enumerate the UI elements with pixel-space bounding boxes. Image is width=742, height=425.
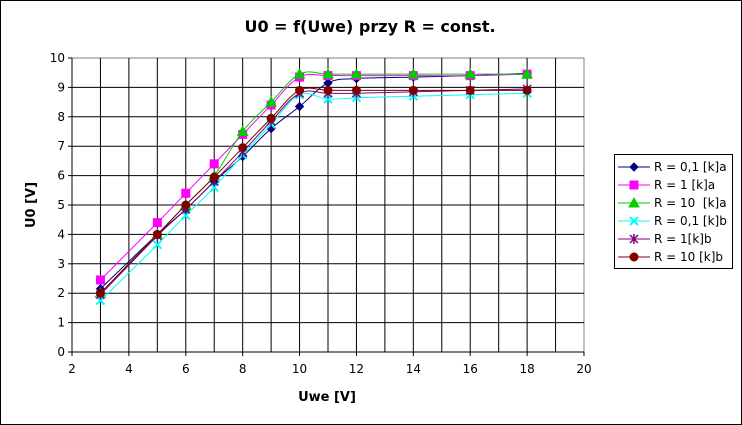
- data-point: [294, 101, 305, 112]
- y-tick-label: 6: [57, 169, 65, 183]
- y-tick-label: 1: [57, 316, 65, 330]
- data-point: [266, 113, 276, 123]
- legend-marker: [629, 252, 639, 262]
- data-point: [152, 239, 163, 250]
- legend-item: R = 0,1 [k]b: [615, 213, 732, 229]
- legend-marker: [629, 162, 639, 172]
- legend-item: R = 1 [k]a: [615, 177, 732, 193]
- data-point: [322, 68, 334, 79]
- data-point: [293, 68, 306, 79]
- data-point: [236, 125, 249, 136]
- y-tick-label: 5: [57, 198, 65, 212]
- data-point: [181, 200, 191, 210]
- chart-title: U0 = f(Uwe) przy R = const.: [244, 17, 495, 36]
- data-point: [465, 85, 475, 95]
- data-point: [521, 68, 533, 79]
- data-point: [350, 68, 363, 79]
- series-line: [100, 92, 528, 301]
- data-point: [238, 143, 248, 153]
- x-tick-label: 8: [239, 362, 247, 376]
- data-point: [181, 188, 191, 198]
- y-tick-label: 9: [57, 80, 65, 94]
- legend-label: R = 1[k]b: [654, 232, 712, 246]
- legend-swatch: [618, 234, 650, 244]
- data-point: [407, 68, 420, 79]
- y-tick-label: 8: [57, 110, 65, 124]
- data-point: [408, 85, 418, 95]
- data-point: [209, 172, 219, 182]
- x-tick-label: 18: [519, 362, 534, 376]
- legend-item: R = 10 [k]a: [615, 195, 732, 211]
- data-point: [95, 275, 105, 285]
- legend-marker: [629, 216, 639, 226]
- legend-swatch: [618, 162, 650, 172]
- legend-label: R = 10 [k]a: [654, 196, 727, 210]
- legend-marker: [629, 180, 639, 190]
- y-tick-label: 4: [57, 227, 65, 241]
- x-tick-label: 20: [576, 362, 591, 376]
- x-tick-label: 10: [292, 362, 307, 376]
- y-tick-label: 7: [57, 139, 65, 153]
- legend-label: R = 0,1 [k]b: [654, 214, 727, 228]
- x-tick-label: 4: [125, 362, 133, 376]
- y-tick-label: 3: [57, 257, 65, 271]
- legend-marker: [629, 234, 639, 244]
- legend-swatch: [618, 180, 650, 190]
- y-tick-label: 10: [50, 51, 65, 65]
- x-tick-label: 16: [463, 362, 478, 376]
- data-point: [351, 85, 361, 95]
- legend: R = 0,1 [k]a R = 1 [k]a R = 10 [k]a R = 0,1…: [614, 154, 733, 269]
- data-point: [95, 288, 105, 298]
- data-point: [152, 229, 162, 239]
- y-tick-label: 0: [57, 345, 65, 359]
- legend-label: R = 0,1 [k]a: [654, 160, 727, 174]
- legend-label: R = 1 [k]a: [654, 178, 716, 192]
- legend-item: R = 10 [k]b: [615, 249, 732, 265]
- data-point: [209, 159, 219, 169]
- x-tick-label: 2: [68, 362, 76, 376]
- series-layer: [94, 68, 533, 306]
- x-tick-label: 14: [406, 362, 421, 376]
- data-point: [152, 218, 162, 228]
- x-tick-label: 6: [182, 362, 190, 376]
- legend-label: R = 10 [k]b: [654, 250, 724, 264]
- legend-item: R = 1[k]b: [615, 231, 732, 247]
- data-point: [265, 96, 277, 107]
- data-point: [295, 85, 305, 95]
- series-6: [95, 85, 532, 298]
- x-tick-label: 12: [349, 362, 364, 376]
- y-tick-label: 2: [57, 286, 65, 300]
- data-point: [464, 68, 477, 79]
- x-axis-label: Uwe [V]: [298, 390, 356, 405]
- legend-swatch: [618, 196, 650, 208]
- legend-swatch: [618, 252, 650, 262]
- y-axis-label: U0 [V]: [24, 182, 39, 228]
- data-point: [323, 85, 333, 95]
- legend-marker: [628, 196, 640, 208]
- legend-swatch: [618, 216, 650, 226]
- data-point: [522, 85, 532, 95]
- legend-item: R = 0,1 [k]a: [615, 159, 732, 175]
